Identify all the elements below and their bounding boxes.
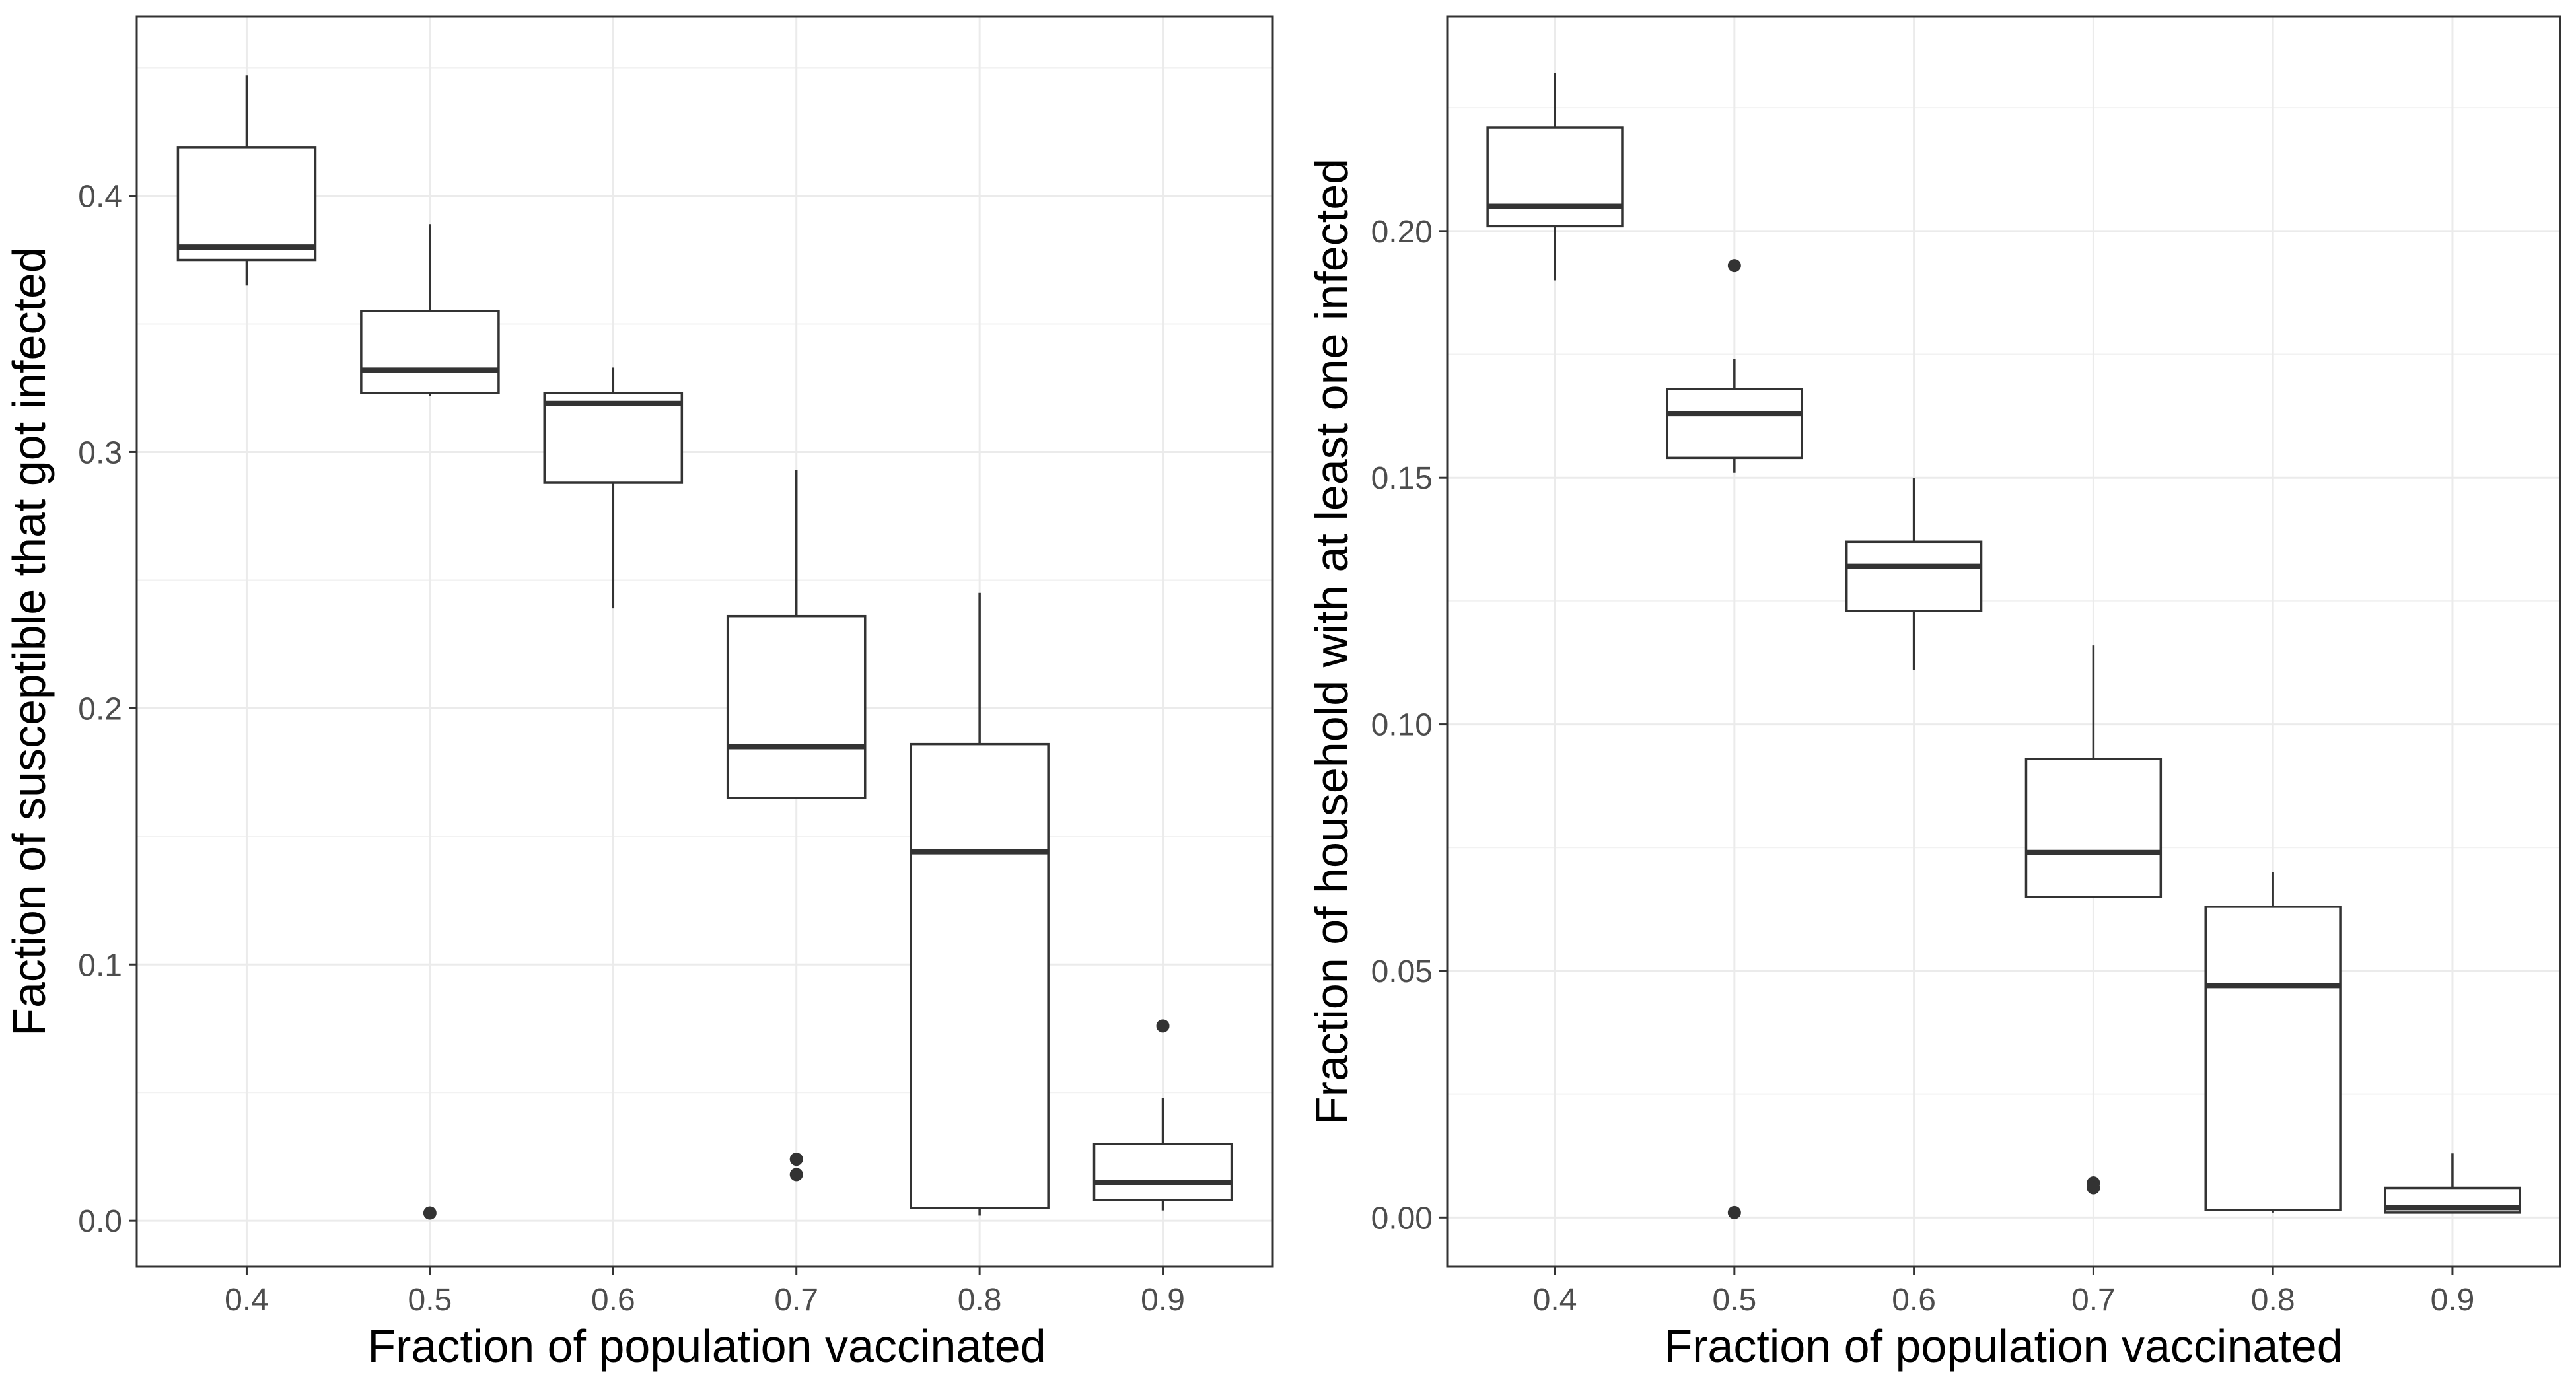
panel-border <box>135 15 1274 1268</box>
y-tick-label: 0.4 <box>78 180 122 215</box>
outlier-point <box>789 1153 803 1166</box>
right-boxplot-panel: 0.00 0.05 0.10 0.15 0.20 0.4 0.5 0.6 0.7 0.8 0.9 Fr… <box>1306 15 2561 1372</box>
x-tick-label: 0.5 <box>1712 1283 1756 1318</box>
x-axis-title: Fraction of population vaccinated <box>1664 1320 2342 1372</box>
x-tick-label: 0.6 <box>1892 1283 1936 1318</box>
box-iqr <box>1845 540 1983 612</box>
box-iqr <box>176 146 317 262</box>
y-tick-label: 0.00 <box>1371 1201 1433 1236</box>
outlier-point <box>789 1168 803 1182</box>
outlier-point <box>2087 1181 2100 1195</box>
x-tick-label: 0.9 <box>1141 1283 1185 1318</box>
box-iqr <box>2024 758 2163 898</box>
x-axis-title: Fraction of population vaccinated <box>367 1320 1046 1372</box>
box-0.6 <box>1845 478 1983 670</box>
box-0.7 <box>2024 645 2163 1195</box>
panel-border <box>1446 15 2561 1268</box>
y-tick-label: 0.1 <box>78 948 122 983</box>
box-0.4 <box>1486 73 1624 281</box>
x-tick-label: 0.7 <box>774 1283 818 1318</box>
x-tick-label: 0.8 <box>958 1283 1002 1318</box>
outlier-point <box>1156 1019 1170 1033</box>
box-iqr <box>1666 388 1803 460</box>
box-0.9 <box>1092 1019 1233 1211</box>
box-0.6 <box>543 367 684 609</box>
y-tick-label: 0.2 <box>78 692 122 727</box>
x-tick-label: 0.5 <box>408 1283 452 1318</box>
box-0.8 <box>2204 872 2342 1213</box>
box-0.5 <box>1666 259 1803 1219</box>
box-0.9 <box>2384 1153 2521 1214</box>
left-boxplot-panel: 0.0 0.1 0.2 0.3 0.4 0.4 0.5 0.6 0.7 0.8 0.9 Fractio… <box>3 15 1274 1372</box>
box-0.7 <box>726 470 867 1182</box>
outlier-point <box>1727 1205 1741 1219</box>
y-tick-label: 0.15 <box>1371 461 1433 496</box>
y-axis-title: Faction of susceptible that got infected <box>3 247 55 1036</box>
y-tick-label: 0.20 <box>1371 215 1433 250</box>
x-tick-label: 0.7 <box>2071 1283 2116 1318</box>
outlier-point <box>423 1206 437 1220</box>
outlier-point <box>1727 259 1741 273</box>
y-tick-label: 0.10 <box>1371 708 1433 743</box>
box-iqr <box>360 310 500 394</box>
y-axis-title: Fraction of household with at least one … <box>1306 159 1357 1125</box>
box-iqr <box>543 392 684 484</box>
box-iqr <box>1092 1143 1233 1201</box>
y-tick-label: 0.05 <box>1371 954 1433 989</box>
box-iqr <box>1486 126 1624 228</box>
y-tick-label: 0.0 <box>78 1204 122 1239</box>
box-iqr <box>910 742 1050 1209</box>
box-0.4 <box>176 75 317 286</box>
x-tick-label: 0.6 <box>591 1283 635 1318</box>
y-tick-label: 0.3 <box>78 435 122 470</box>
x-tick-label: 0.9 <box>2431 1283 2475 1318</box>
box-iqr <box>726 614 867 799</box>
x-tick-label: 0.8 <box>2251 1283 2295 1318</box>
box-iqr <box>2204 906 2342 1211</box>
x-tick-label: 0.4 <box>225 1283 269 1318</box>
box-0.5 <box>360 224 500 1220</box>
box-0.8 <box>910 592 1050 1216</box>
x-tick-label: 0.4 <box>1533 1283 1577 1318</box>
